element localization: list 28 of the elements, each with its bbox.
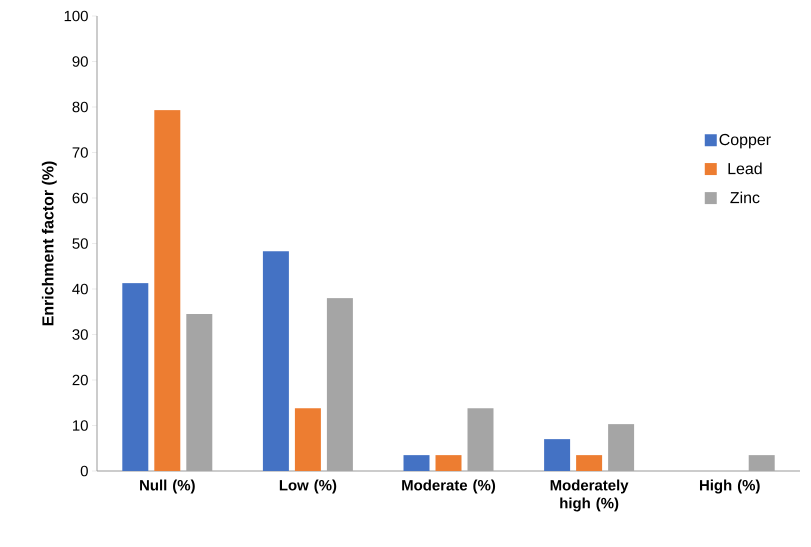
legend-label: Zinc (730, 192, 760, 204)
y-tick-label: 20 (72, 374, 88, 386)
bar (122, 283, 148, 471)
bar (436, 455, 462, 471)
y-axis-title: Enrichment factor (%) (42, 162, 57, 326)
bar (262, 251, 289, 471)
y-tick-label: 10 (73, 420, 88, 431)
y-tick-label: 70 (72, 147, 88, 158)
y-tick-label: 60 (72, 192, 88, 204)
bar (294, 408, 321, 471)
y-tick-label: 90 (72, 56, 88, 67)
bar (544, 439, 570, 471)
y-tick-label: 40 (72, 284, 88, 294)
y-tick-label: 0 (80, 466, 88, 476)
y-tick-label: 80 (72, 102, 88, 112)
x-tick-label: Moderately high (%) (550, 480, 628, 512)
bar (576, 455, 602, 471)
x-tick-label: Low (%) (280, 480, 336, 494)
legend-label: Copper (720, 134, 771, 148)
x-tick-label: Null (%) (140, 480, 195, 494)
y-tick-label: 30 (72, 329, 88, 340)
y-tick-label: 100 (64, 10, 88, 22)
x-tick-label: Moderate (%) (402, 480, 496, 494)
bar (404, 455, 430, 471)
x-tick-label: High (%) (700, 480, 760, 494)
bar (154, 110, 180, 471)
legend-label: Lead (728, 162, 762, 174)
y-tick-label: 50 (72, 238, 88, 249)
